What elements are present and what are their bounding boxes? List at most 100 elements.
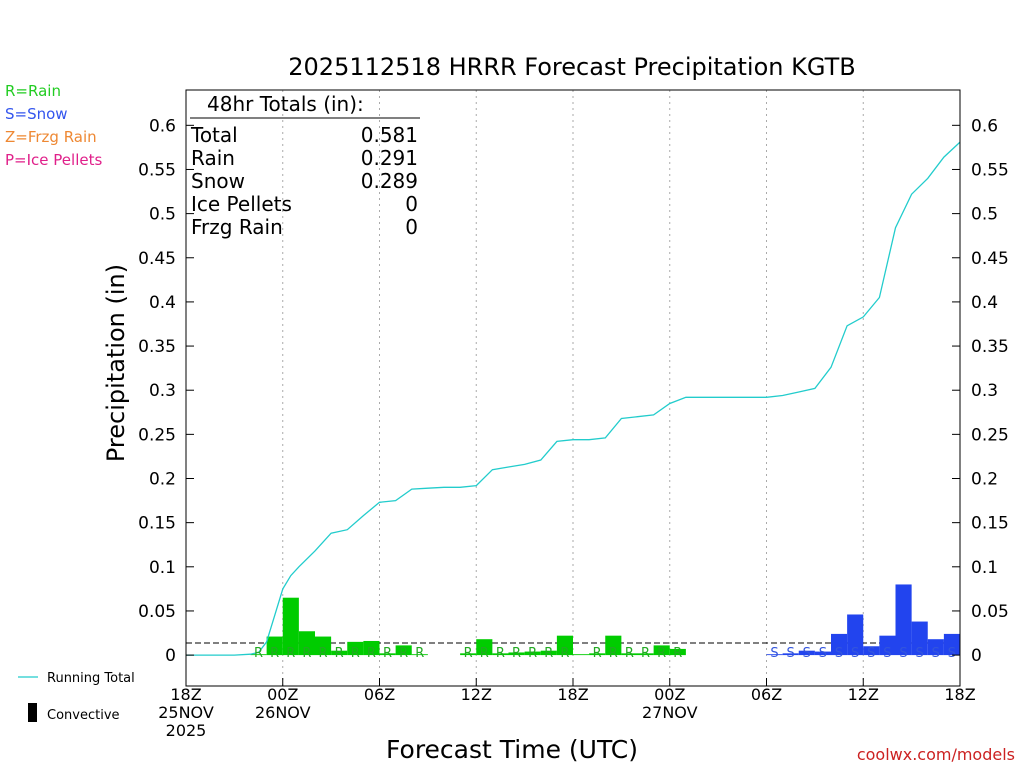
rain-marker: R	[593, 646, 602, 661]
x-axis-label: Forecast Time (UTC)	[386, 735, 638, 764]
totals-row-label: Ice Pellets	[191, 192, 292, 216]
snow-marker: S	[803, 646, 811, 661]
rain-marker: R	[254, 646, 263, 661]
precip-type-legend: R=Rain S=Snow Z=Frzg Rain P=Ice Pellets	[5, 82, 102, 169]
y-tick-label-left: 0.55	[138, 160, 176, 180]
y-tick-label-right: 0	[971, 646, 982, 666]
precip-bar	[895, 584, 912, 656]
y-tick-label-left: 0.45	[138, 249, 176, 269]
rain-marker: R	[560, 646, 569, 661]
convective-legend-swatch	[28, 703, 37, 722]
snow-marker: S	[819, 646, 827, 661]
legend-entry: Z=Frzg Rain	[5, 128, 97, 146]
x-tick-label: 27NOV	[642, 703, 698, 722]
x-tick-label: 26NOV	[255, 703, 311, 722]
rain-marker: R	[319, 646, 328, 661]
x-tick-label: 06Z	[364, 685, 395, 704]
y-tick-label-left: 0	[165, 646, 176, 666]
x-tick-label: 25NOV	[158, 703, 214, 722]
y-tick-label-left: 0.6	[149, 116, 176, 136]
y-tick-label-right: 0.35	[971, 337, 1009, 357]
rain-marker: R	[657, 646, 666, 661]
rain-marker: R	[302, 646, 311, 661]
legend-entry: S=Snow	[5, 105, 68, 123]
rain-marker: R	[480, 646, 489, 661]
running-total-legend-label: Running Total	[47, 671, 135, 686]
y-tick-label-left: 0.1	[149, 558, 176, 578]
y-tick-label-left: 0.4	[149, 293, 176, 313]
snow-marker: S	[932, 646, 940, 661]
y-tick-label-right: 0.55	[971, 160, 1009, 180]
y-tick-label-right: 0.2	[971, 470, 998, 490]
rain-marker: R	[367, 646, 376, 661]
y-axis-label: Precipitation (in)	[102, 264, 130, 462]
precip-bars	[250, 584, 960, 656]
precip-bar	[492, 653, 509, 656]
rain-marker: R	[464, 646, 473, 661]
precip-bar	[282, 597, 299, 656]
precip-bar	[508, 652, 525, 656]
precip-bar	[953, 640, 960, 656]
precip-bar	[524, 651, 541, 656]
x-tick-label: 00Z	[267, 685, 298, 704]
precip-bar	[573, 654, 590, 656]
x-tick-label: 12Z	[848, 685, 879, 704]
y-tick-label-left: 0.05	[138, 602, 176, 622]
totals-row-value: 0.581	[361, 123, 418, 147]
snow-marker: S	[851, 646, 859, 661]
y-tick-label-right: 0.25	[971, 425, 1009, 445]
snow-marker: S	[787, 646, 795, 661]
rain-marker: R	[286, 646, 295, 661]
x-tick-label: 18Z	[170, 685, 201, 704]
totals-box: 48hr Totals (in): Total 0.581 Rain 0.291 Sno…	[190, 92, 420, 239]
rain-marker: R	[512, 646, 521, 661]
totals-row-value: 0	[405, 215, 418, 239]
x-tick-label: 00Z	[654, 685, 685, 704]
y-tick-label-left: 0.3	[149, 381, 176, 401]
y-tick-label-left: 0.15	[138, 514, 176, 534]
rain-marker: R	[335, 646, 344, 661]
precip-bar	[927, 639, 944, 656]
rain-marker: R	[544, 646, 553, 661]
precip-bar	[621, 653, 638, 656]
y-tick-label-right: 0.45	[971, 249, 1009, 269]
precip-bar	[798, 650, 815, 656]
x-tick-label: 06Z	[751, 685, 782, 704]
plot-frame	[185, 89, 961, 687]
precip-bar	[395, 645, 412, 656]
totals-row-value: 0.291	[361, 146, 418, 170]
totals-row-label: Rain	[191, 146, 235, 170]
snow-marker: S	[883, 646, 891, 661]
precip-bar	[863, 646, 880, 656]
precip-bar	[831, 633, 848, 656]
precip-bar	[298, 631, 315, 656]
running-total-line	[186, 141, 961, 656]
precip-bar	[476, 639, 493, 656]
y-tick-label-left: 0.25	[138, 425, 176, 445]
rain-marker: R	[351, 646, 360, 661]
y-tick-label-right: 0.05	[971, 602, 1009, 622]
precip-bar	[766, 654, 783, 656]
x-tick-label: 2025	[166, 721, 207, 740]
y-tick-label-right: 0.6	[971, 116, 998, 136]
y-tick-label-right: 0.15	[971, 514, 1009, 534]
legend-entry: R=Rain	[5, 82, 61, 100]
precip-bar	[266, 636, 283, 656]
precip-bar	[556, 635, 573, 656]
precip-bar	[814, 651, 831, 656]
precip-bar	[411, 654, 428, 656]
precip-bar	[315, 636, 332, 656]
totals-title: 48hr Totals (in):	[207, 92, 364, 116]
y-tick-label-left: 0.5	[149, 205, 176, 225]
legend-entry: P=Ice Pellets	[5, 151, 102, 169]
rain-marker: R	[383, 646, 392, 661]
rain-marker: R	[673, 646, 682, 661]
convective-legend-label: Convective	[47, 708, 120, 723]
rain-marker: R	[641, 646, 650, 661]
rain-marker: R	[609, 646, 618, 661]
credit-text: coolwx.com/models	[857, 745, 1015, 764]
precip-bar	[331, 650, 348, 656]
rain-marker: R	[399, 646, 408, 661]
